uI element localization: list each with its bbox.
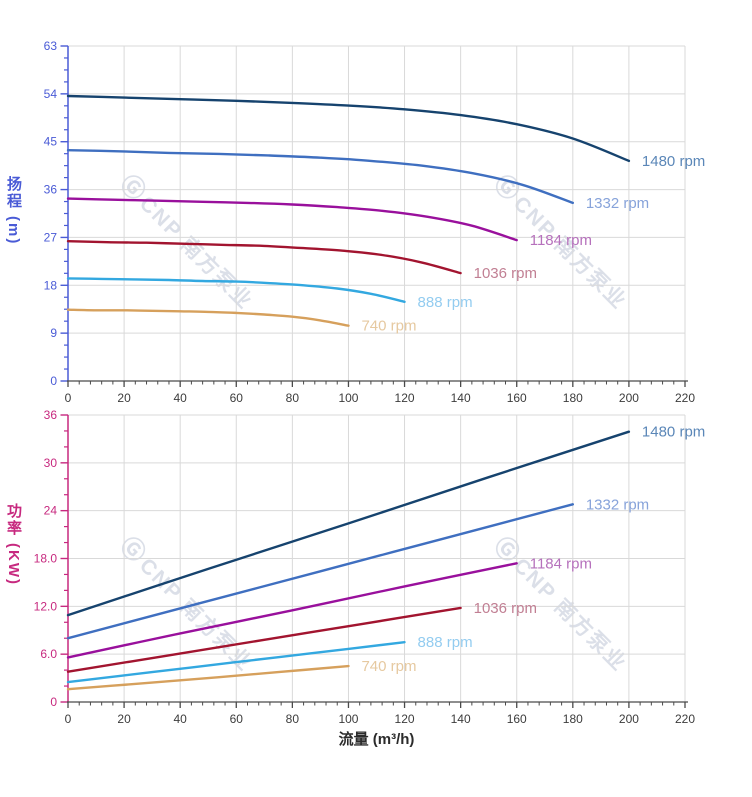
x-tick-label: 0 — [65, 712, 72, 726]
y-tick-label: 54 — [44, 87, 58, 101]
y-tick-label: 36 — [44, 408, 58, 422]
power-axis-title: 功率 (KW) — [5, 503, 22, 586]
rpm-label-1332: 1332 rpm — [586, 195, 649, 212]
head-curves-chart: 0 9 18 27 36 45 54 63 0 20 40 60 80 100 120 140 160 180 20… — [44, 39, 706, 405]
flow-axis-title: 流量 (m³/h) — [338, 731, 415, 748]
rpm-label-1036: 1036 rpm — [474, 600, 537, 617]
power-axis-unit: (KW) — [5, 543, 22, 586]
power-curves-curve-1480 — [66, 430, 631, 617]
y-tick-label: 45 — [44, 135, 58, 149]
y-tick-label: 27 — [44, 230, 58, 244]
x-tick-label: 120 — [395, 712, 415, 726]
x-tick-label: 80 — [286, 712, 300, 726]
rpm-label-740: 740 rpm — [361, 318, 416, 335]
x-tick-label: 180 — [563, 391, 583, 405]
power-curves-curve-1332 — [66, 503, 574, 640]
y-tick-label: 18.0 — [34, 552, 58, 566]
power-curves-curve-740 — [66, 664, 350, 691]
x-tick-label: 20 — [117, 712, 131, 726]
x-tick-label: 100 — [338, 712, 358, 726]
y-tick-label: 9 — [50, 326, 57, 340]
power-curves-curve-1184 — [66, 562, 518, 659]
x-tick-label: 40 — [174, 391, 188, 405]
x-tick-label: 220 — [675, 712, 695, 726]
y-tick-label: 63 — [44, 39, 58, 53]
x-tick-label: 140 — [451, 391, 471, 405]
y-tick-label: 24 — [44, 504, 58, 518]
power-curves-curve-1036 — [66, 606, 462, 673]
rpm-label-1184: 1184 rpm — [530, 555, 592, 572]
head-curves-curve-1332 — [66, 149, 574, 205]
x-tick-label: 80 — [286, 391, 300, 405]
x-tick-label: 60 — [230, 712, 244, 726]
rpm-label-740: 740 rpm — [361, 658, 416, 675]
x-tick-label: 60 — [230, 391, 244, 405]
head-curves-curve-740 — [66, 308, 350, 327]
x-tick-label: 120 — [395, 391, 415, 405]
x-tick-label: 20 — [117, 391, 131, 405]
y-tick-label: 30 — [44, 456, 58, 470]
y-tick-label: 36 — [44, 183, 58, 197]
y-tick-label: 0 — [50, 374, 57, 388]
x-tick-label: 220 — [675, 391, 695, 405]
x-tick-label: 0 — [65, 391, 72, 405]
x-tick-label: 160 — [507, 712, 527, 726]
y-tick-label: 0 — [50, 695, 57, 709]
rpm-label-888: 888 rpm — [418, 294, 473, 311]
rpm-label-1332: 1332 rpm — [586, 496, 649, 513]
rpm-label-1480: 1480 rpm — [642, 424, 705, 441]
head-curves-curve-1184 — [66, 197, 518, 242]
rpm-label-1480: 1480 rpm — [642, 153, 705, 170]
x-tick-label: 200 — [619, 391, 639, 405]
x-tick-label: 180 — [563, 712, 583, 726]
y-tick-label: 12.0 — [34, 599, 58, 613]
head-axis-title-text: 扬程 — [5, 176, 22, 210]
head-curves-curve-1036 — [66, 240, 462, 275]
x-tick-label: 200 — [619, 712, 639, 726]
power-curves-curve-888 — [66, 641, 406, 684]
x-tick-label: 100 — [338, 391, 358, 405]
power-curves-chart: 0 6.0 12.0 18.0 24 30 36 0 20 40 60 80 100 120 140 160 1… — [34, 408, 706, 726]
head-curves-curve-1480 — [66, 94, 631, 163]
head-axis-title: 扬程 (m) — [5, 176, 22, 246]
power-axis-title-text: 功率 — [5, 503, 22, 537]
rpm-label-1184: 1184 rpm — [530, 232, 592, 249]
y-tick-label: 18 — [44, 278, 58, 292]
x-tick-label: 40 — [174, 712, 188, 726]
rpm-label-888: 888 rpm — [418, 634, 473, 651]
y-tick-label: 6.0 — [40, 647, 57, 661]
head-axis-unit: (m) — [5, 216, 22, 246]
rpm-label-1036: 1036 rpm — [474, 265, 537, 282]
x-tick-label: 160 — [507, 391, 527, 405]
x-tick-label: 140 — [451, 712, 471, 726]
head-curves-curve-888 — [66, 277, 406, 303]
